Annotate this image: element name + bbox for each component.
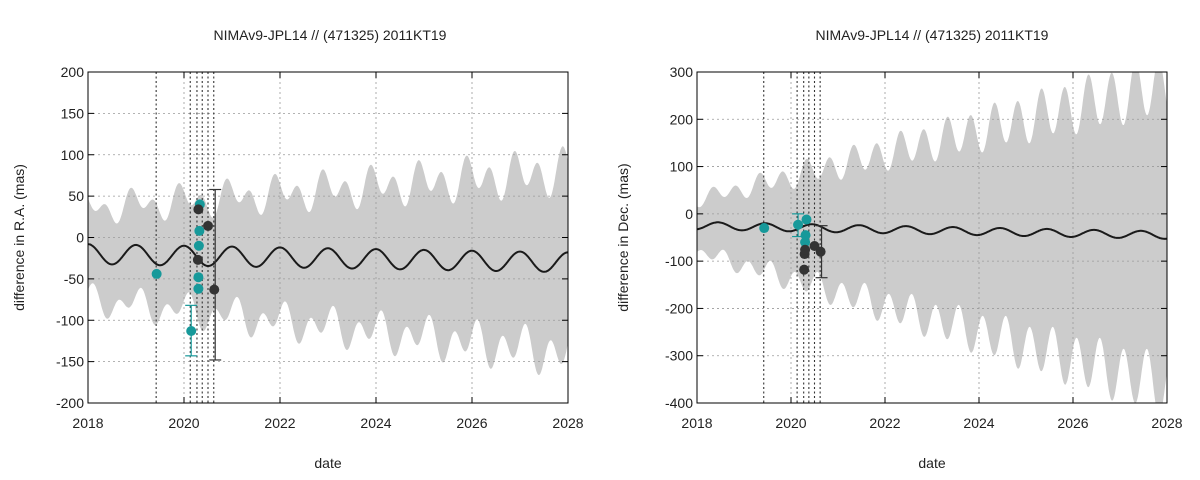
data-point [800, 230, 811, 241]
uncertainty-band [697, 72, 1167, 403]
model-curve [696, 221, 1168, 240]
data-point [209, 284, 220, 295]
y-tick-label: 200 [61, 64, 85, 80]
y-tick-label: -200 [665, 300, 693, 316]
y-axis-label: difference in Dec. (mas) [615, 163, 631, 311]
data-point [800, 237, 811, 248]
x-tick-label: 2028 [552, 415, 583, 431]
y-tick-label: 300 [670, 64, 694, 80]
x-tick-label: 2024 [360, 415, 391, 431]
data-point [203, 220, 213, 231]
chart-title: NIMAv9-JPL14 // (471325) 2011KT19 [214, 27, 447, 43]
y-tick-label: 0 [76, 230, 84, 246]
y-tick-label: 0 [685, 206, 693, 222]
y-tick-label: 100 [670, 159, 694, 175]
x-tick-label: 2022 [264, 415, 295, 431]
data-point [193, 283, 204, 294]
data-point [193, 204, 204, 215]
chart-title: NIMAv9-JPL14 // (471325) 2011KT19 [816, 27, 1049, 43]
x-tick-label: 2024 [963, 415, 994, 431]
x-tick-label: 2020 [775, 415, 806, 431]
data-point [194, 225, 205, 236]
data-point [186, 326, 197, 337]
data-point [801, 214, 812, 225]
y-tick-label: 100 [61, 147, 85, 163]
chart-panel-1: 200 150 100 50 0 -50 -100 -150 -200 2018 2020 2022 2… [11, 27, 584, 471]
y-tick-label: -200 [56, 395, 84, 411]
plot-frame [696, 71, 1168, 404]
y-tick-label: 50 [68, 188, 84, 204]
data-point [192, 254, 203, 265]
model-curve [87, 243, 568, 273]
x-tick-label: 2018 [681, 415, 712, 431]
y-tick-label: -100 [56, 312, 84, 328]
data-point [800, 244, 811, 255]
chart-panel-2: 300 200 100 0 -100 -200 -300 -400 2018 2020 2022 20… [615, 27, 1183, 471]
y-axis-label: difference in R.A. (mas) [11, 164, 27, 311]
y-tick-label: -150 [56, 354, 84, 370]
x-tick-label: 2020 [168, 415, 199, 431]
x-axis-label: date [918, 455, 945, 471]
data-point [193, 240, 204, 251]
x-tick-label: 2028 [1151, 415, 1182, 431]
y-tick-label: -100 [665, 253, 693, 269]
y-tick-label: 200 [670, 111, 694, 127]
data-point [815, 246, 826, 257]
data-point [799, 264, 810, 275]
y-tick-label: -50 [64, 271, 84, 287]
y-tick-label: -300 [665, 348, 693, 364]
y-tick-label: 150 [61, 105, 85, 121]
x-axis-label: date [314, 455, 341, 471]
x-tick-label: 2026 [456, 415, 487, 431]
data-point [759, 223, 770, 234]
x-tick-label: 2022 [869, 415, 900, 431]
data-point [151, 268, 162, 279]
data-point [793, 219, 804, 230]
data-point [193, 272, 204, 283]
x-tick-label: 2018 [72, 415, 103, 431]
y-tick-label: -400 [665, 395, 693, 411]
x-tick-label: 2026 [1057, 415, 1088, 431]
uncertainty-band [88, 146, 568, 375]
